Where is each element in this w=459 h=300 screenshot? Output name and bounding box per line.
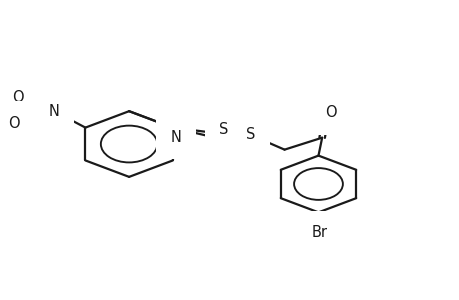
Text: O: O	[325, 105, 336, 120]
Text: Br: Br	[311, 225, 327, 240]
Text: N: N	[171, 130, 181, 145]
Text: O: O	[12, 90, 23, 105]
Text: N: N	[49, 104, 60, 119]
Text: O: O	[9, 116, 20, 130]
Text: S: S	[246, 127, 255, 142]
Text: S: S	[218, 122, 228, 137]
